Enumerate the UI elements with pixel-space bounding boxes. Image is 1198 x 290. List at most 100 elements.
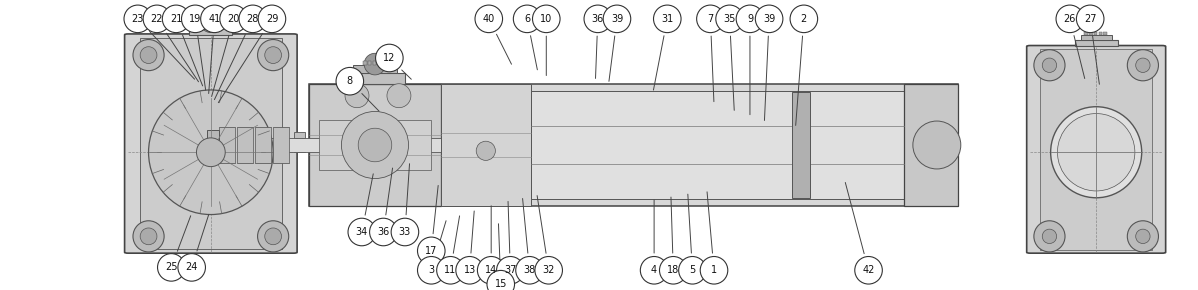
Bar	[237, 127, 253, 163]
Text: 21: 21	[170, 14, 182, 24]
Ellipse shape	[1042, 58, 1057, 72]
Bar	[1103, 32, 1107, 35]
Bar	[213, 138, 958, 152]
Text: 1: 1	[710, 265, 718, 275]
Text: 3: 3	[428, 265, 435, 275]
Ellipse shape	[532, 5, 561, 33]
Ellipse shape	[1042, 229, 1057, 244]
Text: 37: 37	[504, 265, 516, 275]
Text: 27: 27	[1084, 14, 1096, 24]
Ellipse shape	[585, 5, 612, 33]
Ellipse shape	[913, 121, 961, 169]
Bar	[189, 28, 232, 35]
Ellipse shape	[144, 5, 171, 33]
Text: 25: 25	[165, 262, 177, 272]
Text: 14: 14	[485, 265, 497, 275]
Ellipse shape	[370, 218, 398, 246]
Bar	[1040, 49, 1152, 250]
Bar	[1081, 35, 1112, 40]
Text: 7: 7	[707, 14, 714, 24]
Text: 33: 33	[399, 227, 411, 237]
Ellipse shape	[496, 256, 525, 284]
Ellipse shape	[700, 256, 728, 284]
Bar	[368, 61, 371, 65]
Text: 28: 28	[247, 14, 259, 24]
Text: 6: 6	[524, 14, 531, 24]
Ellipse shape	[140, 228, 157, 245]
Ellipse shape	[417, 256, 446, 284]
Bar	[345, 72, 405, 84]
Bar	[207, 130, 219, 160]
Text: 15: 15	[495, 279, 507, 289]
Ellipse shape	[158, 253, 184, 281]
Bar	[309, 84, 441, 206]
Bar	[213, 19, 217, 22]
Bar	[373, 61, 376, 65]
Bar	[255, 127, 271, 163]
Bar	[199, 19, 202, 22]
FancyBboxPatch shape	[125, 34, 297, 253]
Ellipse shape	[358, 128, 392, 162]
Ellipse shape	[364, 53, 386, 75]
Bar	[204, 19, 207, 22]
Ellipse shape	[1057, 5, 1084, 33]
Ellipse shape	[659, 256, 688, 284]
Ellipse shape	[1136, 229, 1150, 244]
Ellipse shape	[477, 256, 506, 284]
Bar	[140, 38, 282, 249]
Ellipse shape	[513, 5, 541, 33]
Ellipse shape	[341, 111, 409, 179]
Text: 29: 29	[266, 14, 278, 24]
Ellipse shape	[716, 5, 743, 33]
Ellipse shape	[345, 84, 369, 108]
Ellipse shape	[349, 218, 376, 246]
Bar	[353, 65, 397, 72]
Ellipse shape	[163, 5, 189, 33]
Text: 31: 31	[661, 14, 673, 24]
Bar	[792, 92, 810, 198]
Ellipse shape	[182, 5, 208, 33]
Ellipse shape	[133, 221, 164, 252]
Bar	[1089, 32, 1093, 35]
Bar	[273, 127, 289, 163]
Bar	[382, 61, 386, 65]
Ellipse shape	[474, 5, 503, 33]
Text: 36: 36	[377, 227, 389, 237]
Bar	[531, 91, 904, 199]
Ellipse shape	[196, 138, 225, 167]
Text: 18: 18	[667, 265, 679, 275]
Text: 12: 12	[383, 53, 395, 63]
Ellipse shape	[258, 39, 289, 71]
Text: 8: 8	[346, 76, 353, 86]
Text: 39: 39	[611, 14, 623, 24]
Ellipse shape	[391, 218, 419, 246]
Bar	[1075, 40, 1118, 46]
Ellipse shape	[376, 44, 403, 72]
Bar	[1084, 32, 1088, 35]
Bar	[319, 120, 431, 170]
Ellipse shape	[220, 5, 248, 33]
Text: 26: 26	[1064, 14, 1076, 24]
Ellipse shape	[200, 11, 222, 32]
Text: 42: 42	[863, 265, 875, 275]
Text: 34: 34	[356, 227, 368, 237]
Ellipse shape	[179, 253, 206, 281]
Ellipse shape	[258, 221, 289, 252]
Text: 39: 39	[763, 14, 775, 24]
Bar	[219, 127, 235, 163]
Text: 23: 23	[132, 14, 144, 24]
Bar	[218, 19, 222, 22]
Ellipse shape	[1034, 221, 1065, 252]
Bar	[363, 61, 367, 65]
Bar	[377, 61, 381, 65]
Ellipse shape	[417, 237, 446, 265]
Text: 32: 32	[543, 265, 555, 275]
Ellipse shape	[654, 5, 682, 33]
Ellipse shape	[854, 256, 883, 284]
Ellipse shape	[476, 141, 496, 160]
Ellipse shape	[1136, 58, 1150, 72]
Ellipse shape	[335, 67, 364, 95]
Text: 2: 2	[800, 14, 807, 24]
Bar	[1094, 32, 1097, 35]
Ellipse shape	[240, 5, 266, 33]
